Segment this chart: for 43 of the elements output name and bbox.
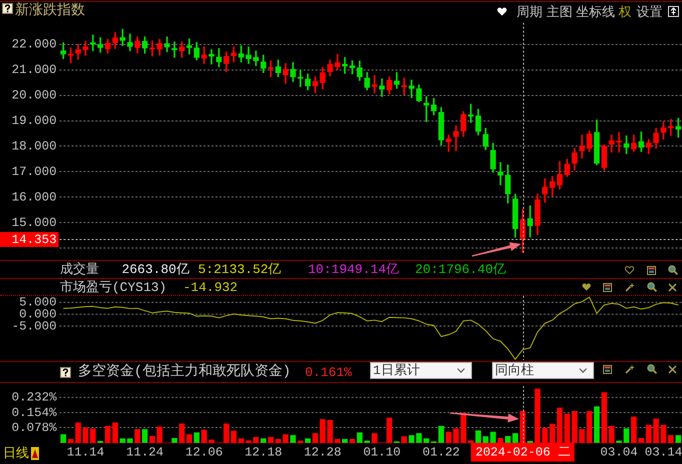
- y-tick-label: 18.000: [12, 140, 57, 154]
- y-tick-label: 21.000: [12, 63, 57, 78]
- y-tick-label: 0.154%: [12, 406, 58, 420]
- x-tick-label: 12.06: [185, 446, 223, 460]
- ref-line-label: 14.353: [12, 232, 57, 247]
- text: 成交量: [60, 261, 99, 278]
- y-tick-label: 0.232%: [12, 390, 58, 405]
- y-tick-label: 22.000: [12, 38, 57, 52]
- text: 5:2133.52亿: [198, 261, 282, 278]
- y-tick-label: 16.000: [12, 190, 57, 204]
- text: 周期: [516, 4, 543, 20]
- text: 20:1796.40亿: [415, 261, 506, 278]
- y-tick-label: 5.000: [19, 296, 57, 310]
- x-tick-label: 01.22: [422, 446, 460, 460]
- text: 主图: [546, 4, 573, 20]
- x-tick-label: 03.04: [600, 446, 638, 460]
- text: 0.161%: [305, 364, 352, 380]
- y-tick-label: 15.000: [12, 216, 57, 230]
- x-tick-label: 2024-02-06 二: [475, 446, 570, 460]
- y-tick-label: 0.000: [19, 308, 57, 322]
- dropdown: 1日累计: [370, 362, 472, 379]
- x-tick-label: 12.18: [244, 446, 282, 460]
- text: 权: [618, 4, 632, 20]
- text: 日线: [3, 445, 29, 462]
- y-tick-label: 17.000: [12, 164, 57, 179]
- x-tick-label: 11.14: [66, 446, 104, 460]
- text: -14.932: [183, 278, 238, 296]
- text: 2663.80亿: [122, 261, 190, 278]
- y-tick-label: 20.000: [12, 88, 57, 103]
- text: 10:1949.14亿: [308, 261, 400, 278]
- chart-title: 新涨跌指数: [15, 2, 85, 20]
- dropdown: 同向柱: [492, 362, 594, 379]
- chart-title: 多空资金(包括主力和敢死队资金): [78, 363, 291, 381]
- text: 坐标线: [576, 4, 615, 20]
- x-tick-label: 03.14: [644, 446, 682, 460]
- x-tick-label: 12.28: [304, 446, 342, 460]
- y-tick-label: 19.000: [12, 114, 57, 128]
- y-tick-label: 0.078%: [12, 420, 58, 435]
- chart-title: 市场盈亏(CYS13): [60, 278, 167, 296]
- text: 设置: [636, 4, 663, 20]
- x-tick-label: 01.10: [363, 446, 401, 460]
- x-tick-label: 11.24: [126, 446, 164, 460]
- y-tick-label: -5.000: [12, 319, 57, 334]
